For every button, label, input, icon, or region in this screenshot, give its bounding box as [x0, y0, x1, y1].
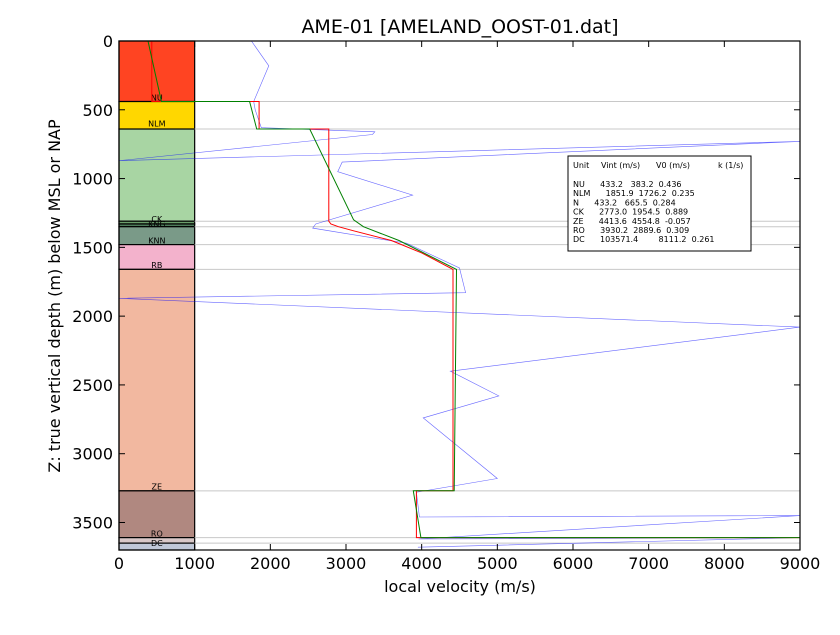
table-header: V0 (m/s) — [656, 161, 690, 170]
table-header: Unit — [573, 161, 589, 170]
unit-label-knn: KNN — [148, 236, 165, 245]
table-header: Vint (m/s) — [601, 161, 640, 170]
x-tick-label: 2000 — [250, 554, 291, 573]
y-tick-label: 3500 — [72, 513, 113, 532]
table-row: CK 2773.0 1954.5 0.889 — [573, 208, 688, 217]
table-row: N 433.2 665.5 0.284 — [573, 198, 676, 207]
lithology-unit — [118, 244, 196, 270]
x-tick-label: 1000 — [174, 554, 215, 573]
table-row: ZE 4413.6 4554.8 -0.057 — [573, 217, 691, 226]
x-tick-label: 0 — [114, 554, 124, 573]
unit-label-dc: DC — [151, 539, 163, 548]
lithology-unit — [118, 128, 196, 222]
x-axis-title: local velocity (m/s) — [384, 577, 536, 596]
axes: 0 1000 2000 3000 4000 5000 6000 7000 8000 9000 0 50… — [72, 32, 820, 573]
y-tick-label: 500 — [82, 101, 113, 120]
y-tick-label: 2500 — [72, 376, 113, 395]
x-tick-label: 6000 — [553, 554, 594, 573]
lithology-unit — [118, 268, 196, 492]
y-tick-label: 0 — [103, 32, 113, 51]
x-tick-label: 8000 — [704, 554, 745, 573]
unit-label-rb: RB — [151, 261, 162, 270]
y-tick-label: 2000 — [72, 307, 113, 326]
table-row: RO 3930.2 2889.6 0.309 — [573, 226, 689, 235]
unit-label-nu: NU — [151, 93, 163, 102]
x-tick-label: 4000 — [401, 554, 442, 573]
x-tick-label: 9000 — [780, 554, 821, 573]
table-row: DC 103571.4 8111.2 0.261 — [573, 235, 715, 244]
lithology-unit — [118, 490, 196, 539]
y-tick-label: 1000 — [72, 170, 113, 189]
series-line-2 — [151, 41, 800, 550]
unit-label-ro: RO — [151, 529, 163, 538]
unit-label-kng: KNG — [148, 220, 165, 229]
plot-frame — [118, 40, 801, 551]
lithology-unit — [118, 40, 196, 103]
table-box — [567, 155, 752, 252]
chart-title: AME-01 [AMELAND_OOST-01.dat] — [301, 16, 618, 38]
velocity-table: Unit Vint (m/s) V0 (m/s) k (1/s) NU 433.2 38… — [567, 155, 752, 252]
x-tick-label: 7000 — [628, 554, 669, 573]
unit-label-nlm: NLM — [148, 120, 165, 129]
series-line-3 — [147, 41, 800, 550]
x-tick-label: 3000 — [326, 554, 367, 573]
velocity-series — [119, 41, 800, 550]
unit-label-ze: ZE — [152, 483, 163, 492]
table-header: k (1/s) — [718, 161, 743, 170]
table-row: NLM 1851.9 1726.2 0.235 — [573, 189, 695, 198]
unit-label-ck: CK — [151, 215, 163, 224]
x-tick-label: 5000 — [477, 554, 518, 573]
y-axis-title: Z: true vertical depth (m) below MSL or … — [45, 119, 64, 473]
y-tick-label: 3000 — [72, 445, 113, 464]
table-row: NU 433.2 383.2 0.436 — [573, 180, 682, 189]
y-tick-label: 1500 — [72, 238, 113, 257]
